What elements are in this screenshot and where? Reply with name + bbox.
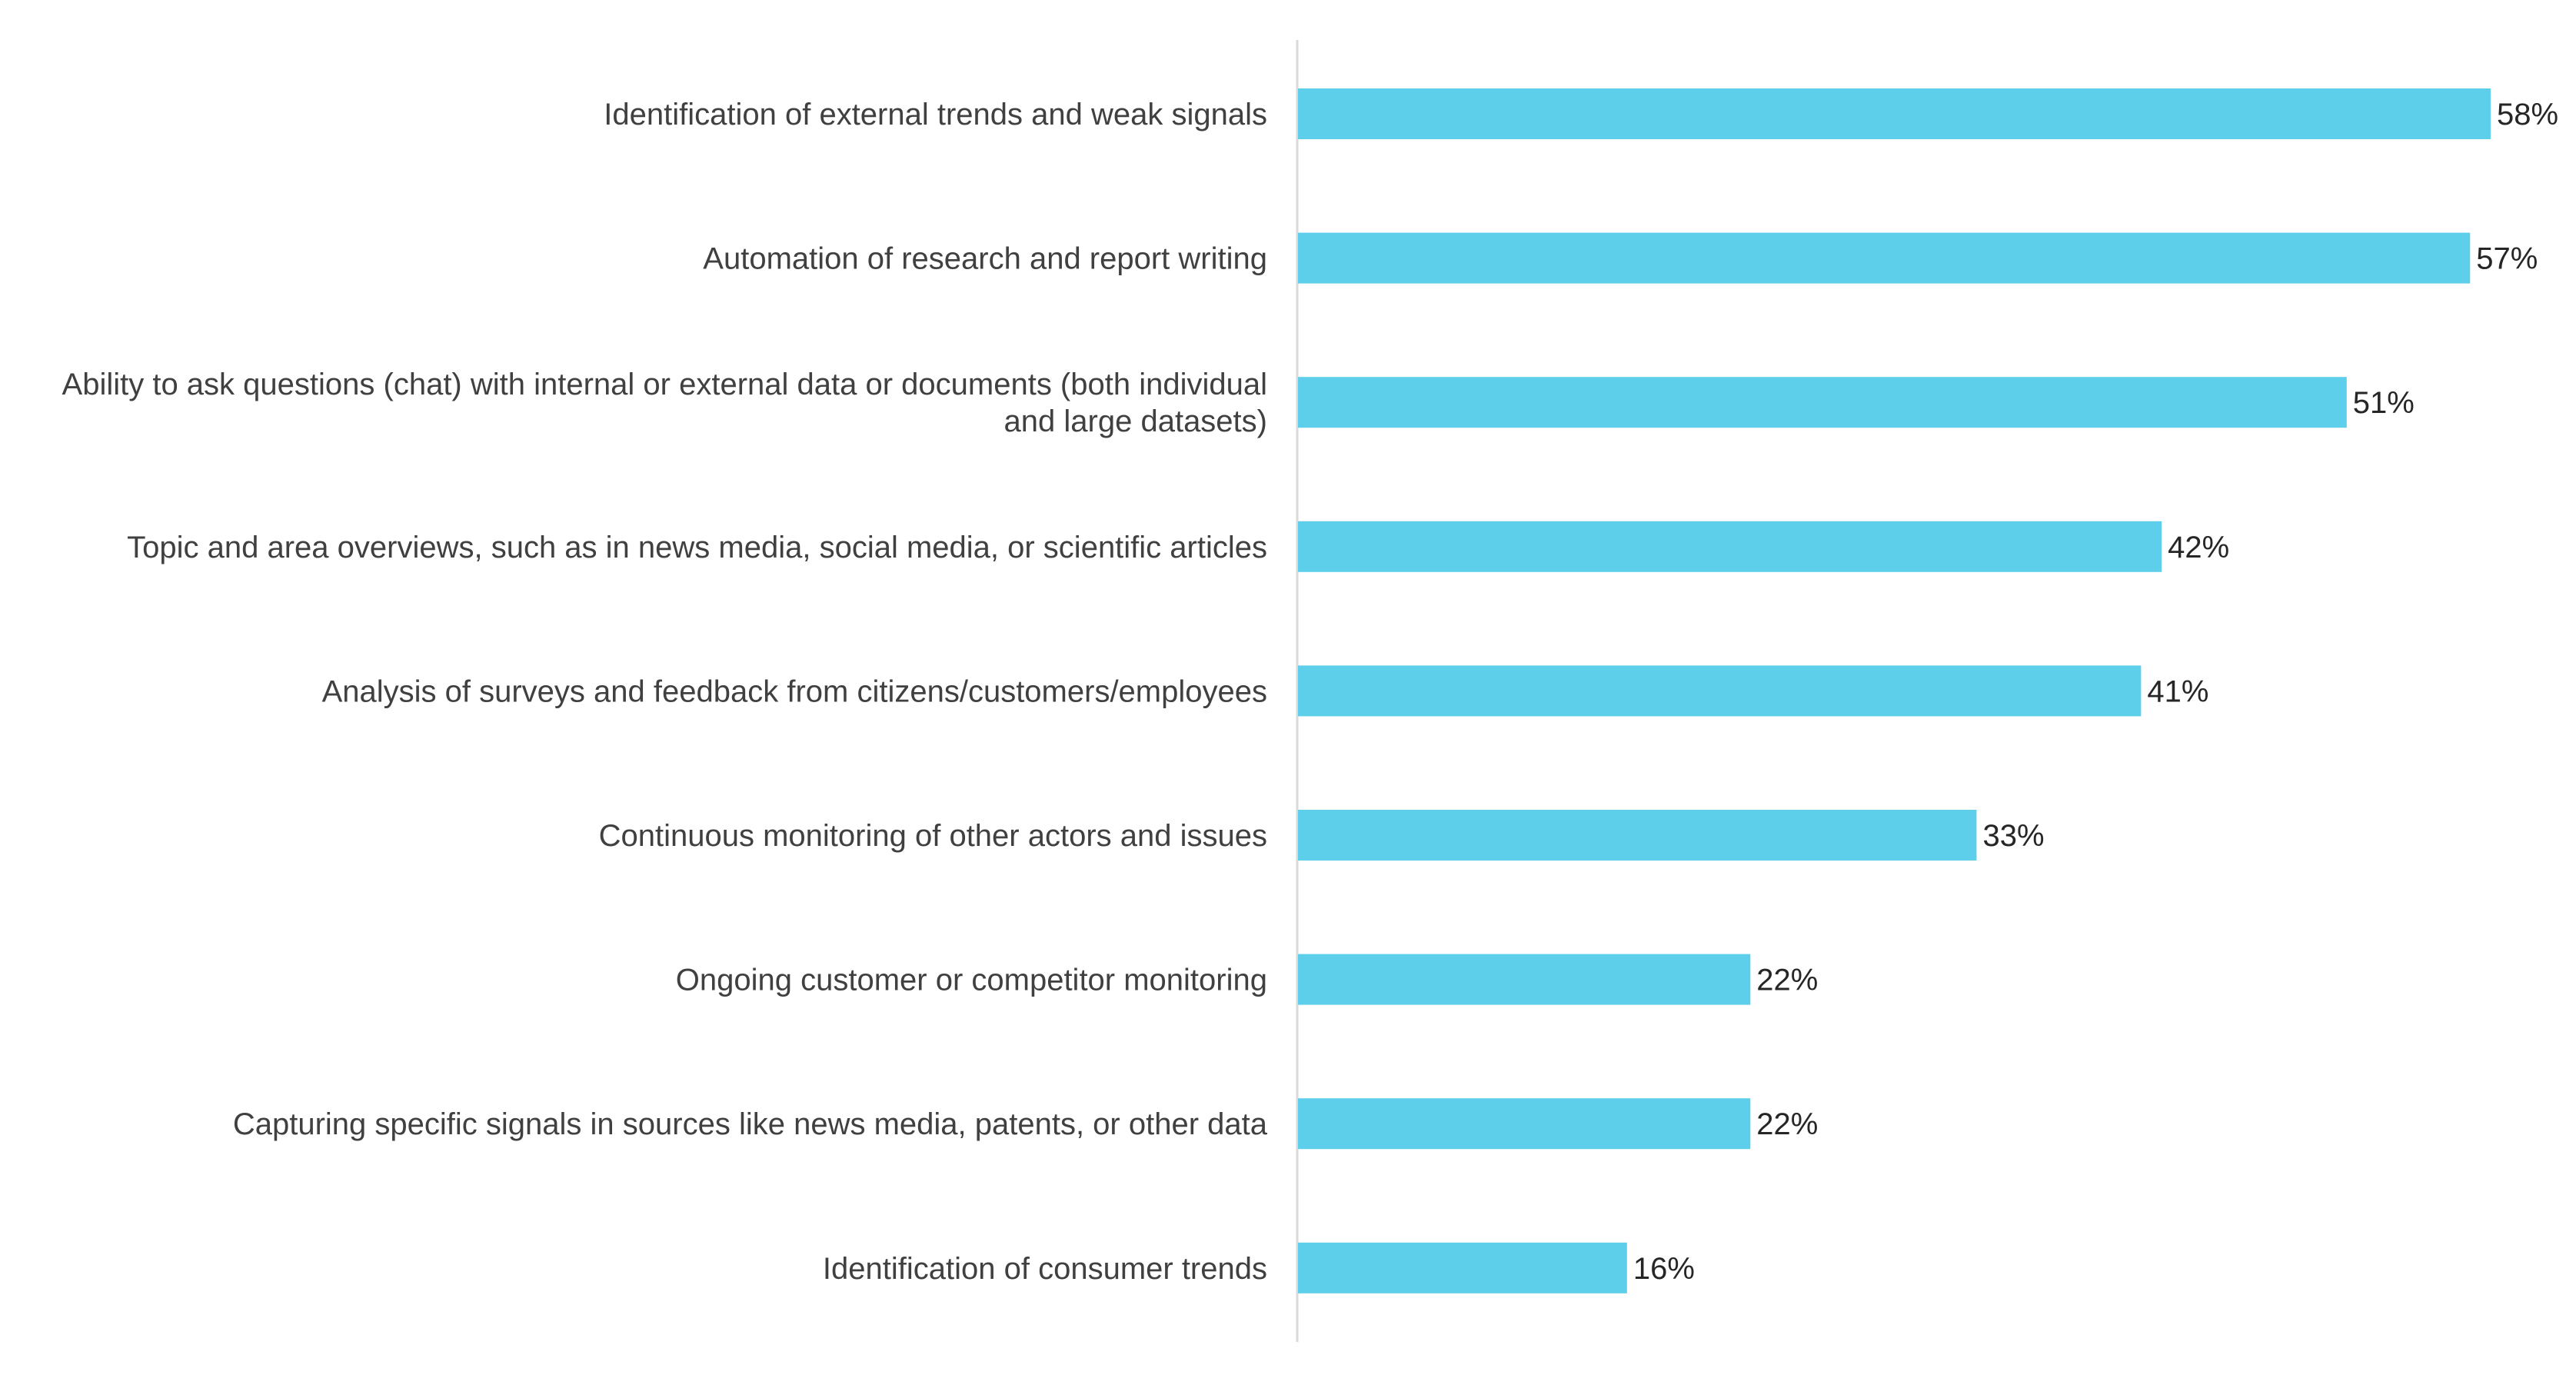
- category-label-3-line-1: Ability to ask questions (chat) with int…: [62, 368, 1267, 401]
- category-label-5: Analysis of surveys and feedback from ci…: [322, 674, 1267, 708]
- category-label-9-line-1: Identification of consumer trends: [823, 1252, 1267, 1286]
- value-label-9: 16%: [1633, 1252, 1695, 1286]
- category-label-9: Identification of consumer trends: [823, 1252, 1267, 1286]
- category-label-7: Ongoing customer or competitor monitorin…: [676, 964, 1267, 997]
- bar-3: [1298, 377, 2347, 428]
- bar-2: [1298, 232, 2471, 284]
- bar-9: [1298, 1242, 1627, 1293]
- value-label-6: 33%: [1982, 819, 2044, 853]
- value-label-5: 41%: [2147, 674, 2208, 708]
- bars-group: [1298, 88, 2491, 1293]
- category-label-1-line-1: Identification of external trends and we…: [604, 98, 1267, 132]
- category-label-3: Ability to ask questions (chat) with int…: [62, 368, 1267, 438]
- category-label-8-line-1: Capturing specific signals in sources li…: [233, 1107, 1268, 1141]
- category-label-3-line-2: and large datasets): [1004, 405, 1267, 438]
- value-label-2: 57%: [2476, 242, 2538, 276]
- bar-5: [1298, 665, 2142, 717]
- value-label-3: 51%: [2353, 386, 2415, 420]
- category-label-2-line-1: Automation of research and report writin…: [703, 242, 1267, 276]
- category-labels-group: Identification of external trends and we…: [62, 98, 1268, 1286]
- value-label-7: 22%: [1756, 964, 1818, 997]
- value-label-1: 58%: [2497, 98, 2558, 132]
- category-label-6: Continuous monitoring of other actors an…: [599, 819, 1267, 853]
- bar-6: [1298, 810, 1977, 861]
- category-label-4-line-1: Topic and area overviews, such as in new…: [127, 531, 1267, 564]
- category-label-5-line-1: Analysis of surveys and feedback from ci…: [322, 674, 1267, 708]
- category-label-2: Automation of research and report writin…: [703, 242, 1267, 276]
- value-labels-group: 58% 57% 51% 42% 41% 33% 22% 22% 16%: [1633, 98, 2558, 1286]
- category-label-6-line-1: Continuous monitoring of other actors an…: [599, 819, 1267, 853]
- category-label-8: Capturing specific signals in sources li…: [233, 1107, 1268, 1141]
- bar-1: [1298, 88, 2491, 139]
- category-label-4: Topic and area overviews, such as in new…: [127, 531, 1267, 564]
- value-label-8: 22%: [1756, 1107, 1818, 1141]
- bar-8: [1298, 1098, 1751, 1150]
- category-label-7-line-1: Ongoing customer or competitor monitorin…: [676, 964, 1267, 997]
- category-label-1: Identification of external trends and we…: [604, 98, 1267, 132]
- value-label-4: 42%: [2168, 531, 2229, 564]
- bar-4: [1298, 521, 2162, 572]
- bar-7: [1298, 954, 1751, 1005]
